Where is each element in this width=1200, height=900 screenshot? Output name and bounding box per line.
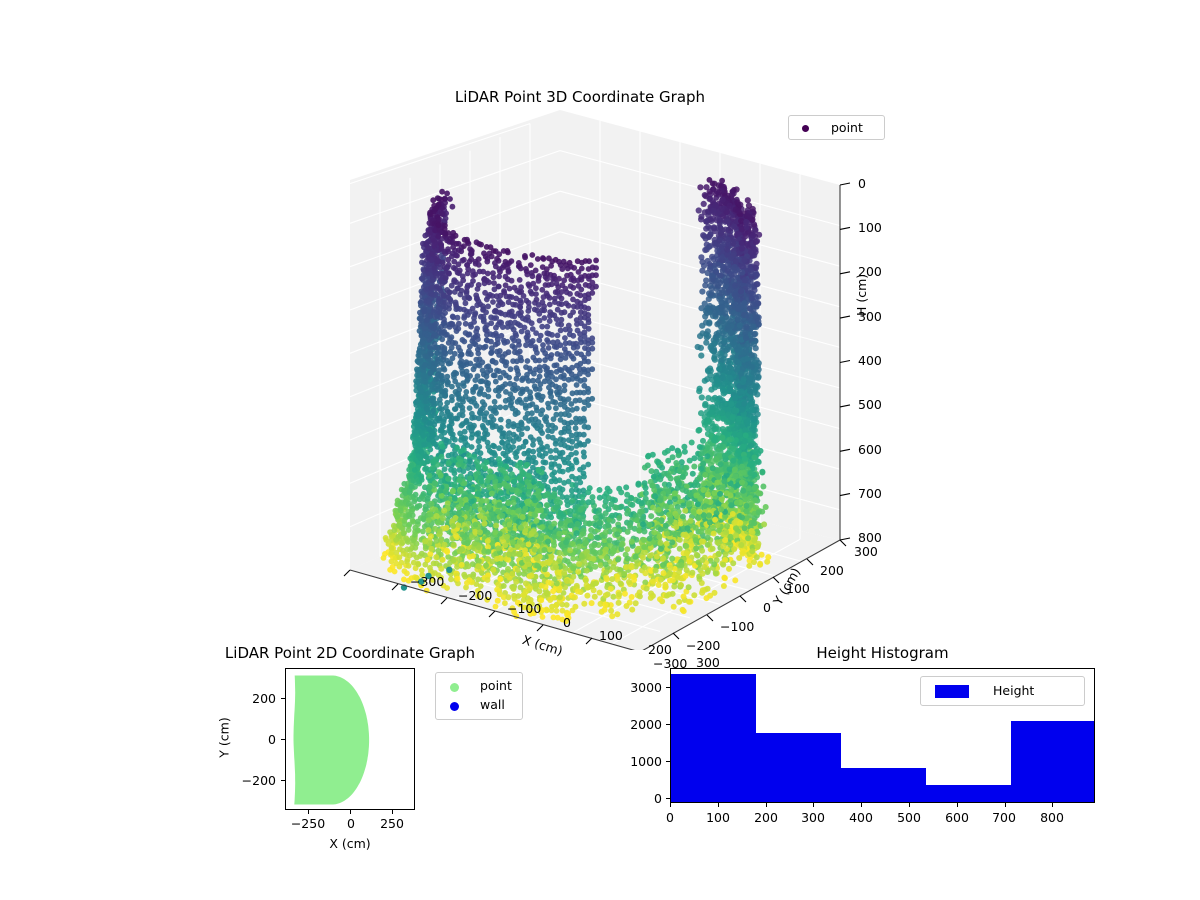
y-tick-m300: −300: [653, 656, 688, 671]
x2d-ticker-0: [350, 810, 352, 814]
legend-height-label: Height: [993, 683, 1035, 698]
xh-tick-100: 100: [706, 810, 730, 825]
plot-2d-title: LiDAR Point 2D Coordinate Graph: [224, 644, 476, 662]
x-tick-300: 300: [696, 655, 720, 670]
h-tick-500: 500: [858, 397, 882, 412]
x2d-tick-250: 250: [380, 816, 404, 831]
histogram-bar: [841, 767, 926, 802]
legend-histogram[interactable]: Height: [920, 676, 1085, 706]
h-tick-0: 0: [858, 176, 866, 191]
xh-tick-800: 800: [1040, 810, 1064, 825]
h-tick-700: 700: [858, 486, 882, 501]
plot-3d-title: LiDAR Point 3D Coordinate Graph: [454, 88, 706, 106]
xh-ticker-100: [717, 803, 719, 807]
xh-ticker-0: [670, 803, 672, 807]
h-tick-100: 100: [858, 220, 882, 235]
h-tick-300: 300: [858, 309, 882, 324]
x-tick-200: 200: [648, 642, 672, 657]
h-axis-label: H (cm): [854, 273, 869, 316]
point-cloud-points: [380, 177, 772, 625]
yh-tick-3000: 3000: [630, 680, 662, 695]
y-tick-m200: −200: [686, 638, 721, 653]
x2d-tick-m250: −250: [290, 816, 326, 831]
histogram-bar: [1011, 721, 1094, 802]
legend-3d[interactable]: point: [788, 115, 885, 140]
yaxis-ticks-3d: [672, 539, 847, 640]
y2d-ticker-m200: [281, 780, 285, 782]
histogram-bar: [926, 785, 1011, 802]
histogram-title: Height Histogram: [816, 644, 949, 662]
xh-ticker-400: [861, 803, 863, 807]
histogram-bar: [671, 673, 756, 802]
y-tick-200: 200: [820, 563, 844, 578]
x2d-ticker-m250: [308, 810, 310, 814]
height-histogram-axes: Height Histogram 3000 2000 1000 0 0 100 …: [600, 640, 1140, 860]
x2d-tick-0: 0: [347, 816, 355, 831]
lidar-2d-axes: LiDAR Point 2D Coordinate Graph 200 0 −2…: [150, 640, 570, 860]
plot-2d-frame: [285, 668, 415, 810]
x-tick-m200: −200: [458, 588, 493, 603]
xh-ticker-600: [956, 803, 958, 807]
xh-ticker-800: [1052, 803, 1054, 807]
xh-ticker-300: [813, 803, 815, 807]
y2d-ticker-200: [281, 698, 285, 700]
h-tick-400: 400: [858, 353, 882, 368]
xh-tick-200: 200: [754, 810, 778, 825]
xh-tick-700: 700: [992, 810, 1016, 825]
y-tick-100: 100: [786, 581, 810, 596]
x2d-axis-label: X (cm): [329, 836, 371, 851]
points-2d-blob: [293, 675, 370, 805]
y-tick-m100: −100: [720, 619, 755, 634]
h-tick-600: 600: [858, 442, 882, 457]
legend-point-label: point: [480, 678, 512, 693]
yh-tick-0: 0: [654, 791, 662, 806]
h-tick-200: 200: [858, 264, 882, 279]
xh-tick-400: 400: [849, 810, 873, 825]
y-tick-300: 300: [854, 544, 878, 559]
x-tick-m100: −100: [507, 601, 542, 616]
legend-point-label: point: [831, 120, 863, 135]
points-2d-region: [293, 675, 370, 805]
yh-ticker-1000: [666, 761, 670, 763]
y2d-axis-label: Y (cm): [216, 717, 232, 758]
lidar-3d-axes: LiDAR Point 3D Coordinate Graph: [230, 80, 930, 671]
xh-tick-0: 0: [666, 810, 674, 825]
yh-tick-1000: 1000: [630, 754, 662, 769]
yh-ticker-2000: [666, 724, 670, 726]
xh-tick-300: 300: [801, 810, 825, 825]
xh-ticker-700: [1004, 803, 1006, 807]
legend-wall-marker-icon: [450, 702, 459, 711]
yh-tick-2000: 2000: [630, 717, 662, 732]
xh-tick-600: 600: [945, 810, 969, 825]
histogram-bar: [756, 732, 841, 802]
y2d-tick-0: 0: [268, 732, 276, 747]
legend-wall-label: wall: [480, 697, 505, 712]
y2d-ticker-0: [281, 739, 285, 741]
legend-point-marker-icon: [802, 125, 809, 132]
x2d-ticker-250: [392, 810, 394, 814]
legend-point-marker-icon: [450, 683, 459, 692]
y2d-tick-200: 200: [252, 691, 276, 706]
h-tick-800: 800: [858, 530, 882, 545]
plot-3d-canvas: {}: [319, 110, 851, 650]
y2d-tick-m200: −200: [241, 773, 276, 788]
legend-height-swatch-icon: [935, 685, 969, 698]
yh-ticker-0: [666, 798, 670, 800]
haxis-ticks-3d: [839, 182, 851, 541]
yh-ticker-3000: [666, 686, 670, 689]
xaxis-ticks-3d: [343, 569, 593, 645]
legend-2d[interactable]: point wall: [435, 672, 523, 720]
x-tick-100: 100: [599, 628, 623, 643]
y-tick-0: 0: [763, 600, 771, 615]
x-tick-0: 0: [563, 615, 571, 630]
xh-ticker-500: [908, 803, 911, 807]
xh-tick-500: 500: [897, 810, 921, 825]
x-tick-m300: −300: [410, 574, 445, 589]
xh-ticker-200: [765, 803, 767, 807]
